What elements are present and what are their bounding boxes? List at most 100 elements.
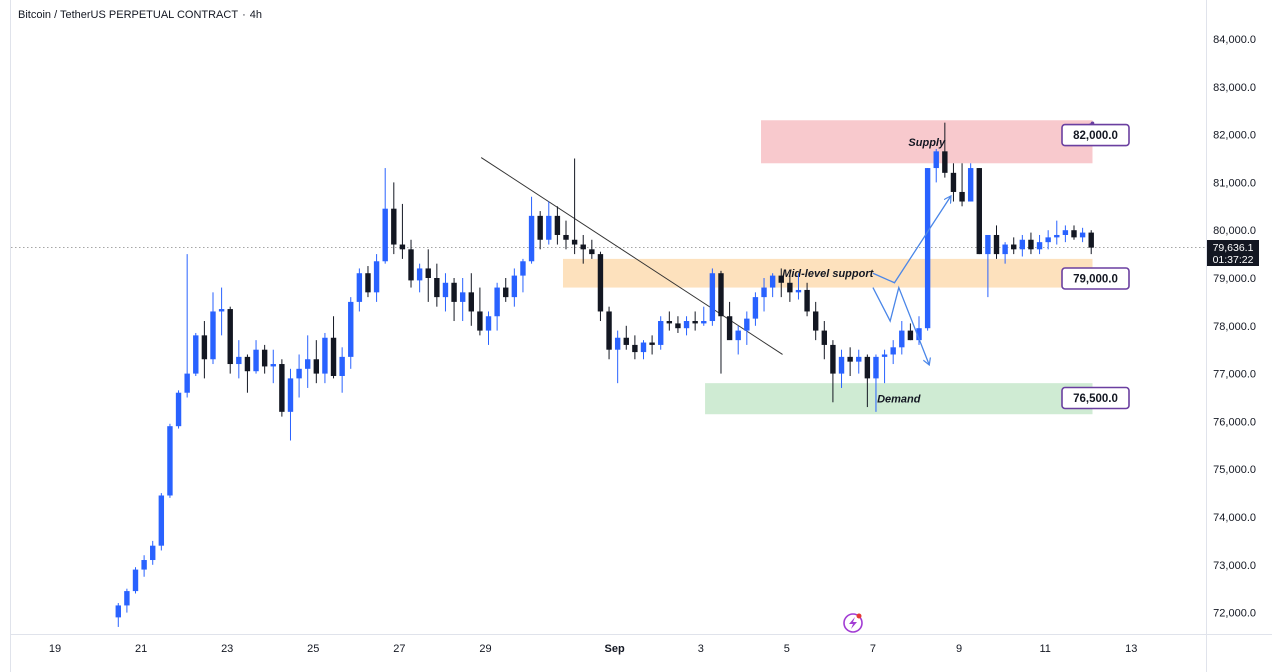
candle-body xyxy=(158,495,165,546)
candle-body xyxy=(537,215,543,240)
candle-body xyxy=(201,335,208,360)
candle-body xyxy=(1045,237,1051,243)
price-callout-box[interactable] xyxy=(1061,267,1130,290)
candle-body xyxy=(1062,230,1069,235)
chart-border-left xyxy=(10,0,11,672)
price-callout-box[interactable] xyxy=(1061,123,1130,147)
candle-body xyxy=(847,356,853,362)
candle-body xyxy=(451,282,457,302)
candle-body xyxy=(1079,232,1086,238)
candle-body xyxy=(477,311,483,331)
lightning-bolt-logo-icon[interactable] xyxy=(843,613,863,633)
candle-body xyxy=(150,545,156,561)
candle-body xyxy=(821,330,828,345)
price-callout-label: 82,000.0 xyxy=(1073,130,1118,142)
candle-body xyxy=(563,234,569,240)
candle-body xyxy=(787,282,793,293)
candle-body xyxy=(520,261,526,276)
candle-body xyxy=(907,330,914,341)
projection-arrow-1[interactable] xyxy=(872,197,950,284)
candle-body xyxy=(993,234,1000,255)
candle-body xyxy=(1002,244,1008,255)
candle-body xyxy=(141,560,147,570)
x-tick-label: 23 xyxy=(221,643,233,655)
x-tick-label: 25 xyxy=(307,643,319,655)
y-tick-label: 77,000.0 xyxy=(1213,369,1256,381)
candle-body xyxy=(623,337,629,345)
x-tick-label: 13 xyxy=(1125,643,1137,655)
price-callout-label: 76,500.0 xyxy=(1073,393,1118,405)
candle-body xyxy=(356,273,363,302)
candle-body xyxy=(649,342,655,345)
chart-border-bottom xyxy=(10,634,1272,635)
timeframe-label: 4h xyxy=(249,9,262,21)
y-tick-label: 81,000.0 xyxy=(1213,177,1256,189)
candle-body xyxy=(606,311,612,350)
candle-body xyxy=(856,356,862,362)
candle-body xyxy=(795,289,802,293)
candle-body xyxy=(546,215,552,240)
candle-body xyxy=(890,347,896,355)
candle-body xyxy=(726,316,733,341)
candle-body xyxy=(244,356,251,372)
supply-zone-label: Supply xyxy=(908,137,946,149)
candle-body xyxy=(330,337,337,376)
supply-zone[interactable] xyxy=(761,120,1093,164)
candle-body xyxy=(1028,239,1034,250)
candle-body xyxy=(701,321,707,324)
candle-body xyxy=(1071,230,1077,238)
candle-body xyxy=(503,287,509,298)
candle-body xyxy=(485,316,492,331)
candle-body xyxy=(666,321,673,324)
x-tick-label: 19 xyxy=(49,643,61,655)
candle-body xyxy=(778,275,784,283)
candle-body xyxy=(365,273,371,293)
mid-level-support-zone[interactable] xyxy=(562,258,1093,288)
candle-body xyxy=(373,261,380,293)
candle-body xyxy=(348,301,354,357)
candle-body xyxy=(313,359,320,374)
projection-arrow-2[interactable] xyxy=(872,285,929,364)
title-separator: · xyxy=(242,9,246,21)
candle-body xyxy=(399,244,406,250)
trendline[interactable] xyxy=(480,157,783,355)
candle-body xyxy=(985,234,991,255)
mid-level-support-zone-label: Mid-level support xyxy=(782,268,874,280)
candle-body xyxy=(1019,239,1026,250)
candle-body xyxy=(261,349,268,367)
candle-body xyxy=(391,208,397,245)
candle-body xyxy=(614,337,621,350)
candle-body xyxy=(744,318,750,331)
candle-body xyxy=(580,244,586,250)
y-tick-label: 74,000.0 xyxy=(1213,512,1256,524)
candle-body xyxy=(408,249,414,281)
candle-body xyxy=(227,309,233,365)
candle-body xyxy=(950,172,957,192)
y-tick-label: 79,000.0 xyxy=(1213,273,1256,285)
y-tick-label: 75,000.0 xyxy=(1213,464,1256,476)
price-axis: 72,000.0 73,000.0 74,000.0 75,000.0 76,000.0… xyxy=(1213,34,1256,620)
chart-title: Bitcoin / TetherUS PERPETUAL CONTRACT · 4h xyxy=(18,9,262,21)
y-tick-label: 84,000.0 xyxy=(1213,34,1256,46)
demand-zone-label: Demand xyxy=(877,394,921,406)
y-tick-label: 80,000.0 xyxy=(1213,225,1256,237)
chart-border-right xyxy=(1206,0,1207,672)
x-tick-label: 7 xyxy=(870,643,876,655)
price-callout-box[interactable] xyxy=(1061,386,1130,410)
candle-body xyxy=(287,378,294,412)
candle-body xyxy=(442,282,449,298)
candle-body xyxy=(236,356,242,365)
demand-zone[interactable] xyxy=(705,383,1093,415)
x-tick-label: 11 xyxy=(1039,643,1050,655)
candle-body xyxy=(132,569,139,592)
candle-body xyxy=(683,321,690,329)
y-tick-label: 78,000.0 xyxy=(1213,321,1256,333)
candle-body xyxy=(830,344,836,374)
candle-body xyxy=(709,273,716,322)
candle-body xyxy=(494,287,500,317)
candle-body xyxy=(528,215,535,262)
candle-body xyxy=(167,426,173,496)
candle-body xyxy=(675,323,681,329)
candle-body xyxy=(864,356,871,379)
